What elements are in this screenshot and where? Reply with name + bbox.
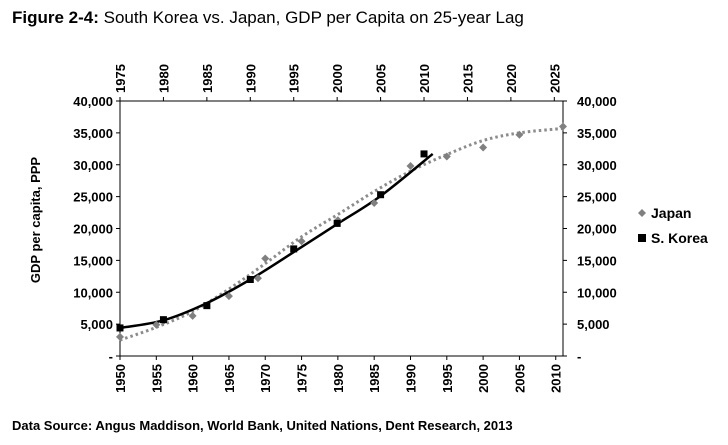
japan-point xyxy=(515,130,524,139)
japan-point xyxy=(188,311,197,320)
x-top-tick-label: 1980 xyxy=(156,64,171,93)
x-bottom-tick-label: 1950 xyxy=(113,364,128,393)
japan-point xyxy=(297,237,306,246)
japan-point xyxy=(370,199,379,207)
x-top-tick-label: 2005 xyxy=(374,64,389,93)
y-tick-label-left: 35,000 xyxy=(73,126,113,141)
japan-point xyxy=(116,332,124,341)
korea-point xyxy=(246,276,254,283)
japan-point xyxy=(253,274,262,283)
x-top-tick-label: 1985 xyxy=(200,64,215,93)
x-bottom-tick-label: 1975 xyxy=(295,364,310,393)
legend-japan-marker xyxy=(638,209,646,217)
japan-point xyxy=(261,254,270,263)
x-bottom-tick-label: 1955 xyxy=(149,364,164,393)
y-tick-label-left: 40,000 xyxy=(73,94,113,109)
legend-korea-marker xyxy=(638,234,646,242)
x-bottom-tick-label: 2010 xyxy=(549,364,564,393)
y-tick-label-right: 35,000 xyxy=(577,126,617,141)
japan-point xyxy=(406,162,415,171)
x-top-tick-label: 1990 xyxy=(243,64,258,93)
x-top-tick-label: 2010 xyxy=(417,64,432,93)
y-tick-label-right: 10,000 xyxy=(577,285,617,300)
figure-title-text: South Korea vs. Japan, GDP per Capita on… xyxy=(103,8,524,27)
y-tick-label-left: 5,000 xyxy=(80,317,113,332)
x-bottom-tick-label: 1970 xyxy=(258,364,273,393)
x-bottom-tick-label: 2005 xyxy=(512,364,527,393)
figure-title: Figure 2-4: South Korea vs. Japan, GDP p… xyxy=(12,8,524,28)
y-tick-label-left: 20,000 xyxy=(73,222,113,237)
y-tick-label-right: 40,000 xyxy=(577,94,617,109)
x-top-tick-label: 2020 xyxy=(504,64,519,93)
x-top-tick-label: 2015 xyxy=(460,64,475,93)
japan-point xyxy=(442,152,451,161)
x-bottom-tick-label: 1990 xyxy=(403,364,418,393)
plot-frame xyxy=(119,100,564,357)
x-top-tick-label: 2000 xyxy=(330,64,345,93)
x-bottom-tick-label: 1985 xyxy=(367,364,382,393)
data-source: Data Source: Angus Maddison, World Bank,… xyxy=(12,418,513,433)
chart-points xyxy=(116,122,567,341)
chart-axes: - - 5,000 5,000 10,000 10,000 15,000 15,000 20,0… xyxy=(73,64,617,393)
x-top-tick-label: 2025 xyxy=(547,64,562,93)
x-bottom-tick-label: 1960 xyxy=(186,364,201,393)
japan-point xyxy=(559,122,567,131)
x-top-tick-label: 1995 xyxy=(287,64,302,93)
y-axis-label: GDP per capita, PPP xyxy=(28,157,43,284)
y-tick-label-right: 30,000 xyxy=(577,158,617,173)
chart-legend: Japan S. Korea xyxy=(638,205,708,246)
y-tick-label-left: 15,000 xyxy=(73,253,113,268)
legend-label: Japan xyxy=(651,205,691,221)
x-bottom-tick-label: 2000 xyxy=(476,364,491,393)
x-bottom-tick-label: 1965 xyxy=(222,364,237,393)
y-tick-label-right: 25,000 xyxy=(577,190,617,205)
y-tick-label-right: 5,000 xyxy=(577,317,610,332)
chart-trendlines xyxy=(119,126,564,342)
korea-point xyxy=(159,316,167,324)
japan-point xyxy=(224,292,233,301)
x-top-tick-label: 1975 xyxy=(113,64,128,93)
figure-label: Figure 2-4: xyxy=(12,8,99,27)
japan-point xyxy=(479,143,488,152)
japan-point xyxy=(152,320,161,329)
y-tick-label-left: 30,000 xyxy=(73,158,113,173)
korea-point xyxy=(116,324,124,332)
y-tick-label-right: 20,000 xyxy=(577,222,617,237)
y-tick-label-left: 10,000 xyxy=(73,285,113,300)
x-bottom-tick-label: 1980 xyxy=(331,364,346,393)
y-tick-label-left: - xyxy=(109,349,113,364)
legend-label: S. Korea xyxy=(651,230,708,246)
korea-point xyxy=(333,219,341,227)
korea-point xyxy=(290,245,298,253)
y-tick-label-left: 25,000 xyxy=(73,190,113,205)
y-tick-label-right: - xyxy=(577,349,581,364)
x-bottom-tick-label: 1995 xyxy=(440,364,455,393)
korea-point xyxy=(420,150,428,158)
korea-point xyxy=(203,302,211,310)
korea-point xyxy=(377,191,385,199)
y-tick-label-right: 15,000 xyxy=(577,253,617,268)
korea-trendline xyxy=(119,152,434,330)
japan-trendline xyxy=(119,126,564,342)
